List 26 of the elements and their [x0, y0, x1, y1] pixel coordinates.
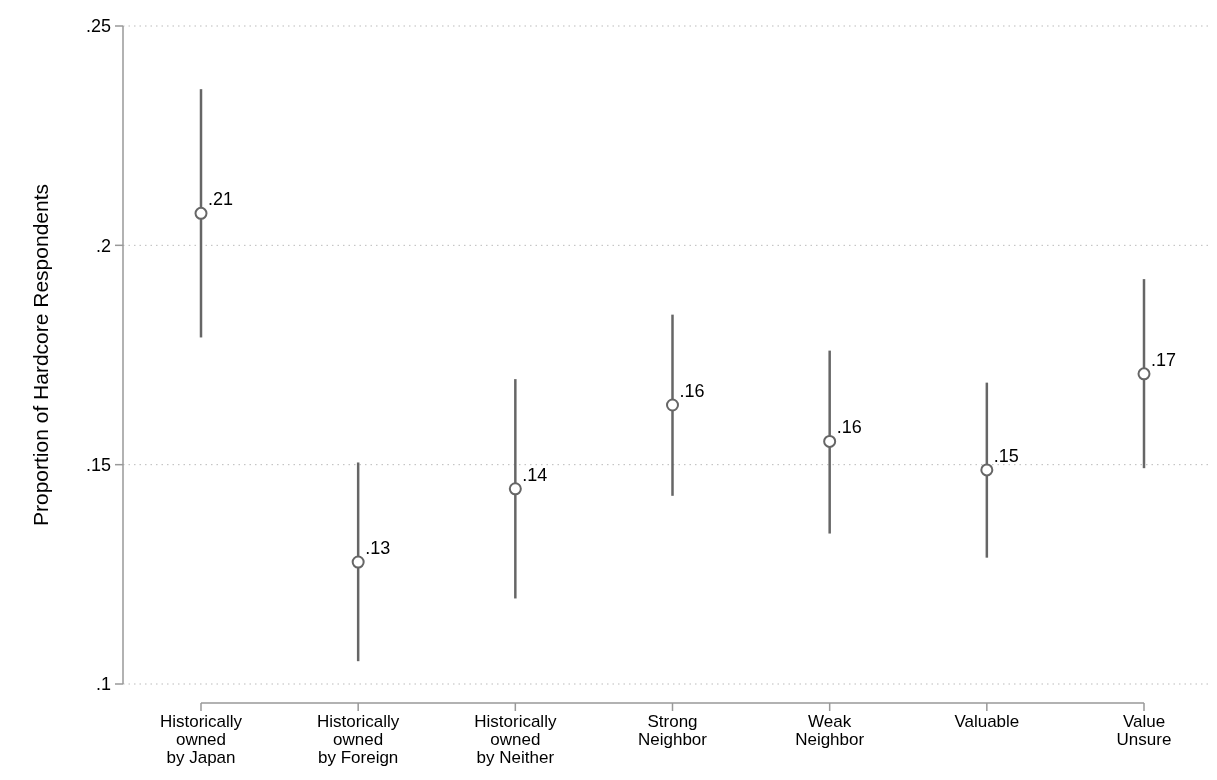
- data-label: .15: [993, 445, 1019, 466]
- y-tick-label: .25: [85, 16, 111, 37]
- y-tick-label: .15: [85, 454, 111, 475]
- x-tick-label: Historically owned by Neither: [474, 712, 557, 767]
- x-tick-label: Weak Neighbor: [795, 712, 865, 749]
- point: [823, 434, 837, 448]
- x-tick-label: Valuable: [954, 712, 1020, 731]
- data-label: .13: [365, 538, 391, 559]
- y-tick-label: .1: [95, 674, 111, 695]
- x-tick-label: Strong Neighbor: [638, 712, 708, 749]
- x-tick-label: Historically owned by Japan: [159, 712, 243, 767]
- x-tick-label: Value Unsure: [1116, 712, 1172, 749]
- point: [666, 398, 679, 412]
- y-tick-label: .2: [95, 235, 111, 256]
- point: [1137, 367, 1151, 381]
- data-label: .14: [522, 464, 548, 485]
- x-tick-label: Historically owned by Foreign: [317, 712, 400, 767]
- y-axis-title: Proportion of Hardcore Respondents: [29, 183, 52, 527]
- data-label: .21: [208, 189, 234, 210]
- data-label: .16: [836, 417, 862, 438]
- data-label: .17: [1151, 349, 1177, 370]
- point: [351, 555, 365, 569]
- data-label: .16: [679, 381, 705, 402]
- point: [508, 482, 522, 496]
- point: [194, 206, 208, 220]
- point: [980, 463, 994, 477]
